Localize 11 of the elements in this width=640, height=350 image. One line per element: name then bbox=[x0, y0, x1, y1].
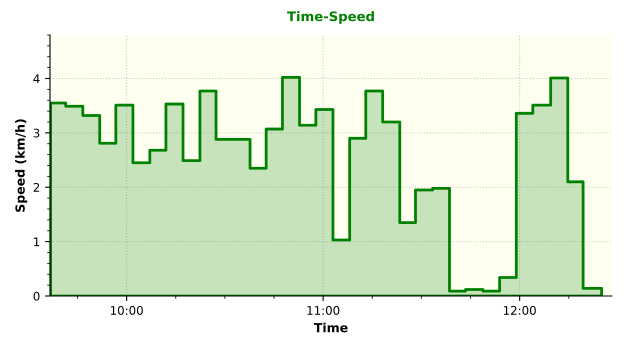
x-tick-label: 12:00 bbox=[504, 306, 536, 315]
chart-title: Time-Speed bbox=[287, 11, 374, 24]
y-tick-label: 3 bbox=[34, 128, 40, 138]
y-tick-label: 0 bbox=[34, 292, 40, 301]
y-tick-label: 4 bbox=[33, 74, 40, 83]
x-tick-label: 11:00 bbox=[307, 306, 340, 315]
y-tick-label: 2 bbox=[34, 182, 40, 192]
x-axis-title: Time bbox=[314, 322, 348, 332]
x-tick-label: 10:00 bbox=[110, 306, 143, 315]
y-axis-title: Speed (km/h) bbox=[15, 119, 28, 212]
y-tick-label: 1 bbox=[34, 238, 40, 246]
